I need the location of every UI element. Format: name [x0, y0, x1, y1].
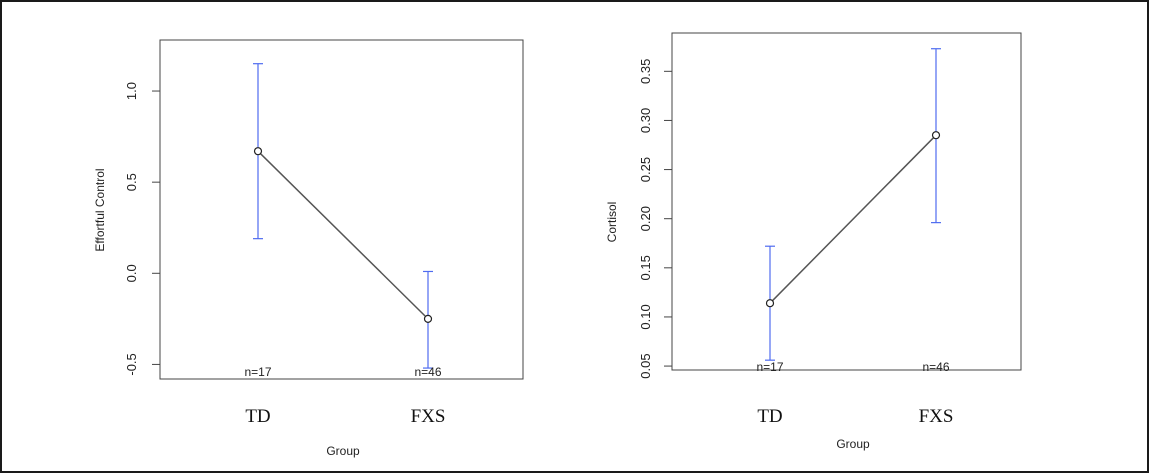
n-label-td: n=17 [756, 360, 783, 374]
x-category-fxs: FXS [919, 406, 954, 427]
mean-point-td [765, 299, 775, 308]
plot-box [671, 32, 1022, 371]
n-label-fxs: n=46 [414, 365, 441, 379]
y-tick-label: 0.25 [638, 157, 653, 182]
y-tick-label: 0.35 [638, 59, 653, 84]
n-label-td: n=17 [244, 365, 271, 379]
y-tick-label: 0.5 [124, 173, 139, 191]
y-tick-label: 0.10 [638, 304, 653, 329]
y-tick-label: 0.20 [638, 206, 653, 231]
mean-point-td [253, 147, 263, 156]
mean-point-fxs [423, 314, 433, 323]
y-tick-label: 0.15 [638, 255, 653, 280]
chart-effortful-control: -0.5 0.0 0.5 1.0 n=17 n=46 Effortful Control… [93, 39, 524, 458]
x-axis-label: Group [836, 437, 870, 451]
y-tick-label: 1.0 [124, 82, 139, 100]
y-tick-label: -0.5 [124, 353, 139, 375]
y-axis-label: Cortisol [605, 202, 619, 243]
x-category-td: TD [757, 406, 782, 427]
x-category-fxs: FXS [411, 406, 446, 427]
y-tick-label: 0.0 [124, 264, 139, 282]
x-axis-label: Group [326, 444, 360, 458]
y-tick-label: 0.30 [638, 108, 653, 133]
mean-point-fxs [931, 131, 941, 140]
y-tick-label: 0.05 [638, 353, 653, 378]
mean-line [769, 134, 937, 304]
chart-cortisol: 0.05 0.10 0.15 0.20 0.25 0.30 0.35 n=17 n=46 Co… [605, 32, 1022, 451]
x-category-td: TD [245, 406, 270, 427]
y-axis-label: Effortful Control [93, 168, 107, 251]
plot-box [159, 39, 524, 380]
mean-line [257, 150, 429, 320]
n-label-fxs: n=46 [922, 360, 949, 374]
